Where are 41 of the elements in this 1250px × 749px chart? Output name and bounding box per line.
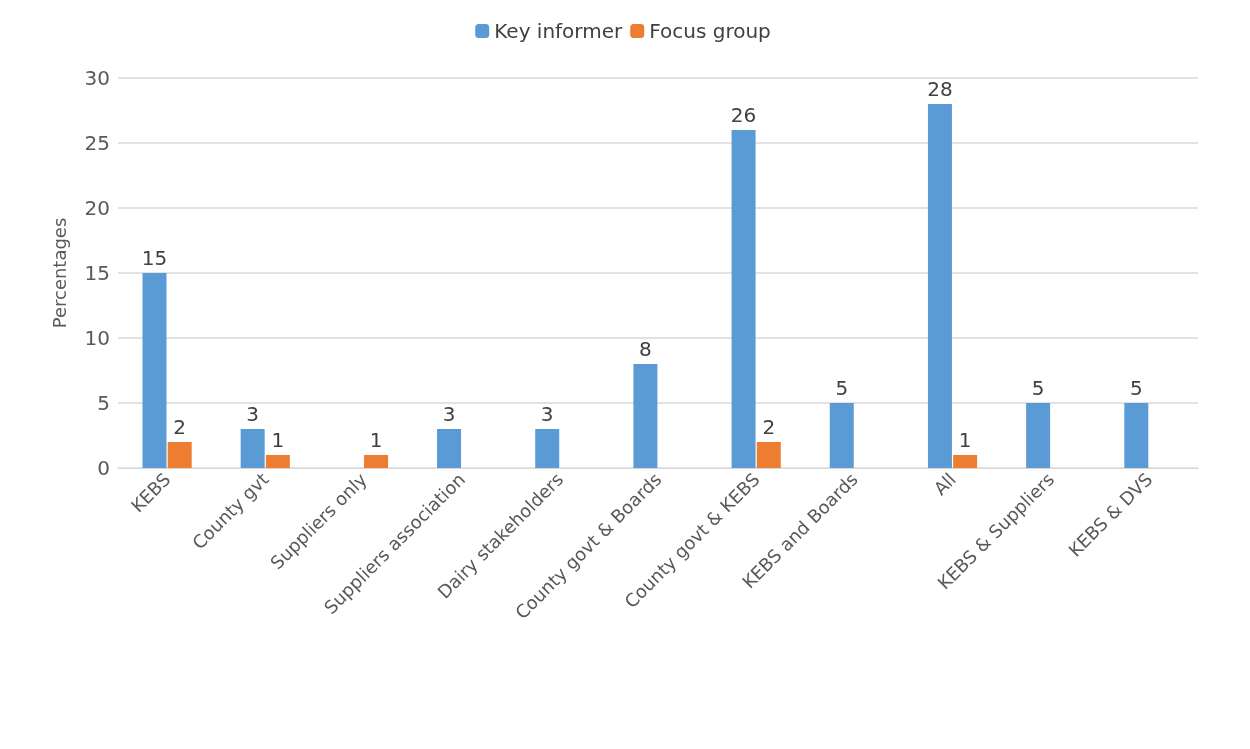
data-label: 5 [1129,376,1143,400]
bar [1026,403,1051,468]
legend-label: Key informer [494,19,623,43]
bar [437,429,462,468]
bar [535,429,560,468]
bar [756,442,781,468]
y-tick-label: 25 [84,131,110,155]
data-label: 2 [173,415,187,439]
bar [829,403,854,468]
bar [927,104,952,468]
data-label: 2 [762,415,776,439]
bar [364,455,389,468]
data-label: 3 [246,402,260,426]
y-tick-label: 15 [84,261,110,285]
bar [167,442,192,468]
data-label: 1 [369,428,383,452]
data-label: 1 [958,428,972,452]
bar [240,429,265,468]
y-tick-label: 5 [97,391,110,415]
bar [265,455,290,468]
data-label: 15 [141,246,168,270]
data-label: 26 [730,103,757,127]
y-tick-label: 20 [84,196,110,220]
y-tick-label: 30 [84,66,110,90]
data-label: 1 [271,428,285,452]
y-tick-label: 10 [84,326,110,350]
data-label: 5 [1031,376,1045,400]
y-axis-title: Percentages [48,217,70,329]
bar [953,455,978,468]
legend-label: Focus group [649,19,771,43]
data-label: 5 [835,376,849,400]
bar [142,273,167,468]
data-label: 8 [639,337,652,361]
data-label: 3 [442,402,456,426]
y-tick-label: 0 [97,456,110,480]
data-label: 28 [927,77,953,101]
bar [1124,403,1149,468]
x-tick-label: All [929,468,960,500]
data-label: 3 [540,402,554,426]
bar [731,130,756,468]
bar [633,364,658,468]
